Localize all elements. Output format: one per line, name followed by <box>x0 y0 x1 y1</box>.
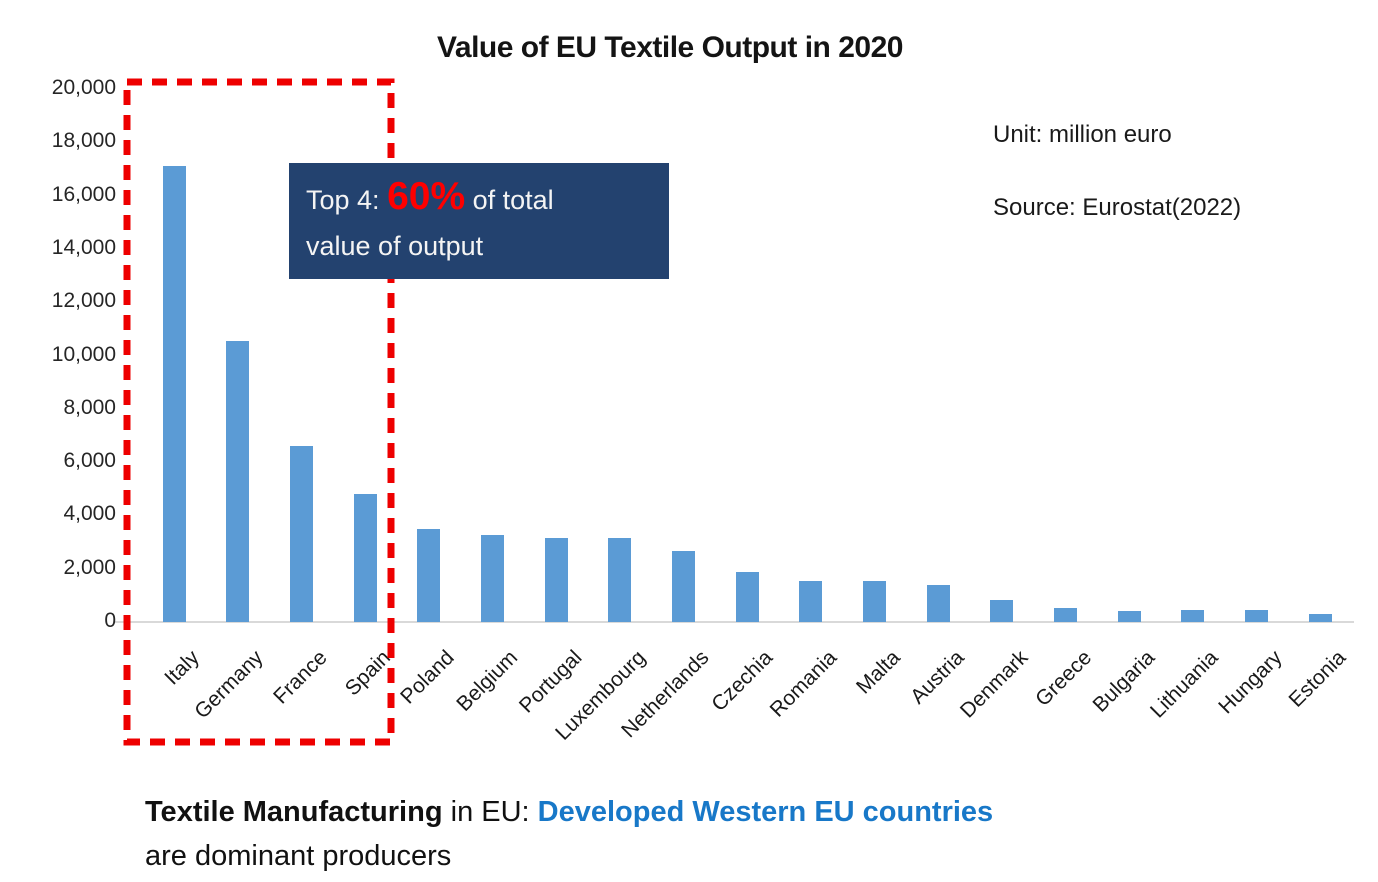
y-tick-label: 20,000 <box>51 76 116 99</box>
y-tick-label: 16,000 <box>51 182 116 206</box>
chart-title: Value of EU Textile Output in 2020 <box>437 31 903 64</box>
bar-estonia <box>1308 614 1332 622</box>
bar-belgium <box>480 535 504 622</box>
caption-middle-text: in EU: <box>442 796 538 828</box>
caption-blue-text: Developed Western EU countries <box>537 796 994 828</box>
bar-portugal <box>544 538 568 622</box>
x-label-germany: Germany <box>190 646 268 724</box>
x-label-lithuania: Lithuania <box>1146 646 1223 723</box>
x-label-greece: Greece <box>1030 646 1096 711</box>
bar-romania <box>799 581 823 622</box>
caption-bold-text: Textile Manufacturing <box>145 796 443 828</box>
bar-italy <box>162 166 186 622</box>
source-label: Source: Eurostat(2022) <box>993 194 1242 221</box>
x-label-belgium: Belgium <box>452 646 523 716</box>
bar-germany <box>226 341 250 622</box>
x-label-poland: Poland <box>396 646 459 709</box>
annotation-prefix: Top 4: <box>306 185 388 215</box>
x-label-spain: Spain <box>341 646 396 701</box>
y-tick-label: 0 <box>104 609 116 632</box>
bar-greece <box>1053 608 1077 622</box>
bar-malta <box>862 581 886 622</box>
bar-bulgaria <box>1117 611 1141 622</box>
x-label-romania: Romania <box>765 646 841 722</box>
y-tick-label: 4,000 <box>63 502 116 526</box>
annotation-box: Top 4: 60% of total value of output <box>289 163 669 279</box>
x-label-denmark: Denmark <box>955 646 1032 723</box>
x-label-estonia: Estonia <box>1284 646 1351 712</box>
x-label-malta: Malta <box>852 646 905 699</box>
y-tick-label: 6,000 <box>63 449 116 473</box>
caption-line2: are dominant producers <box>145 840 452 872</box>
bar-austria <box>926 585 950 622</box>
y-tick-label: 14,000 <box>51 235 116 259</box>
x-label-austria: Austria <box>905 646 969 709</box>
x-label-france: France <box>269 646 332 709</box>
caption-line1: Textile Manufacturing in EU: Developed W… <box>145 790 993 834</box>
unit-label: Unit: million euro <box>993 121 1172 148</box>
caption: Textile Manufacturing in EU: Developed W… <box>145 790 993 878</box>
bar-france <box>289 446 313 622</box>
y-tick-label: 10,000 <box>51 342 116 366</box>
annotation-percentage: 60% <box>387 175 466 218</box>
annotation-suffix: of total <box>465 185 554 215</box>
bar-spain <box>353 494 377 622</box>
bar-netherlands <box>671 551 695 622</box>
bar-lithuania <box>1181 610 1205 622</box>
annotation-line1: Top 4: 60% of total <box>306 174 669 223</box>
x-axis-line <box>114 621 1354 623</box>
bar-denmark <box>990 600 1014 622</box>
bar-hungary <box>1244 610 1268 622</box>
y-tick-label: 12,000 <box>51 289 116 313</box>
y-tick-label: 2,000 <box>63 555 116 579</box>
y-tick-label: 8,000 <box>63 395 116 419</box>
y-tick-label: 18,000 <box>51 129 116 153</box>
x-label-italy: Italy <box>160 646 205 690</box>
annotation-line2: value of output <box>306 231 484 261</box>
bar-czechia <box>735 572 759 622</box>
x-label-hungary: Hungary <box>1214 646 1287 719</box>
bar-luxembourg <box>608 538 632 622</box>
bar-poland <box>417 529 441 622</box>
